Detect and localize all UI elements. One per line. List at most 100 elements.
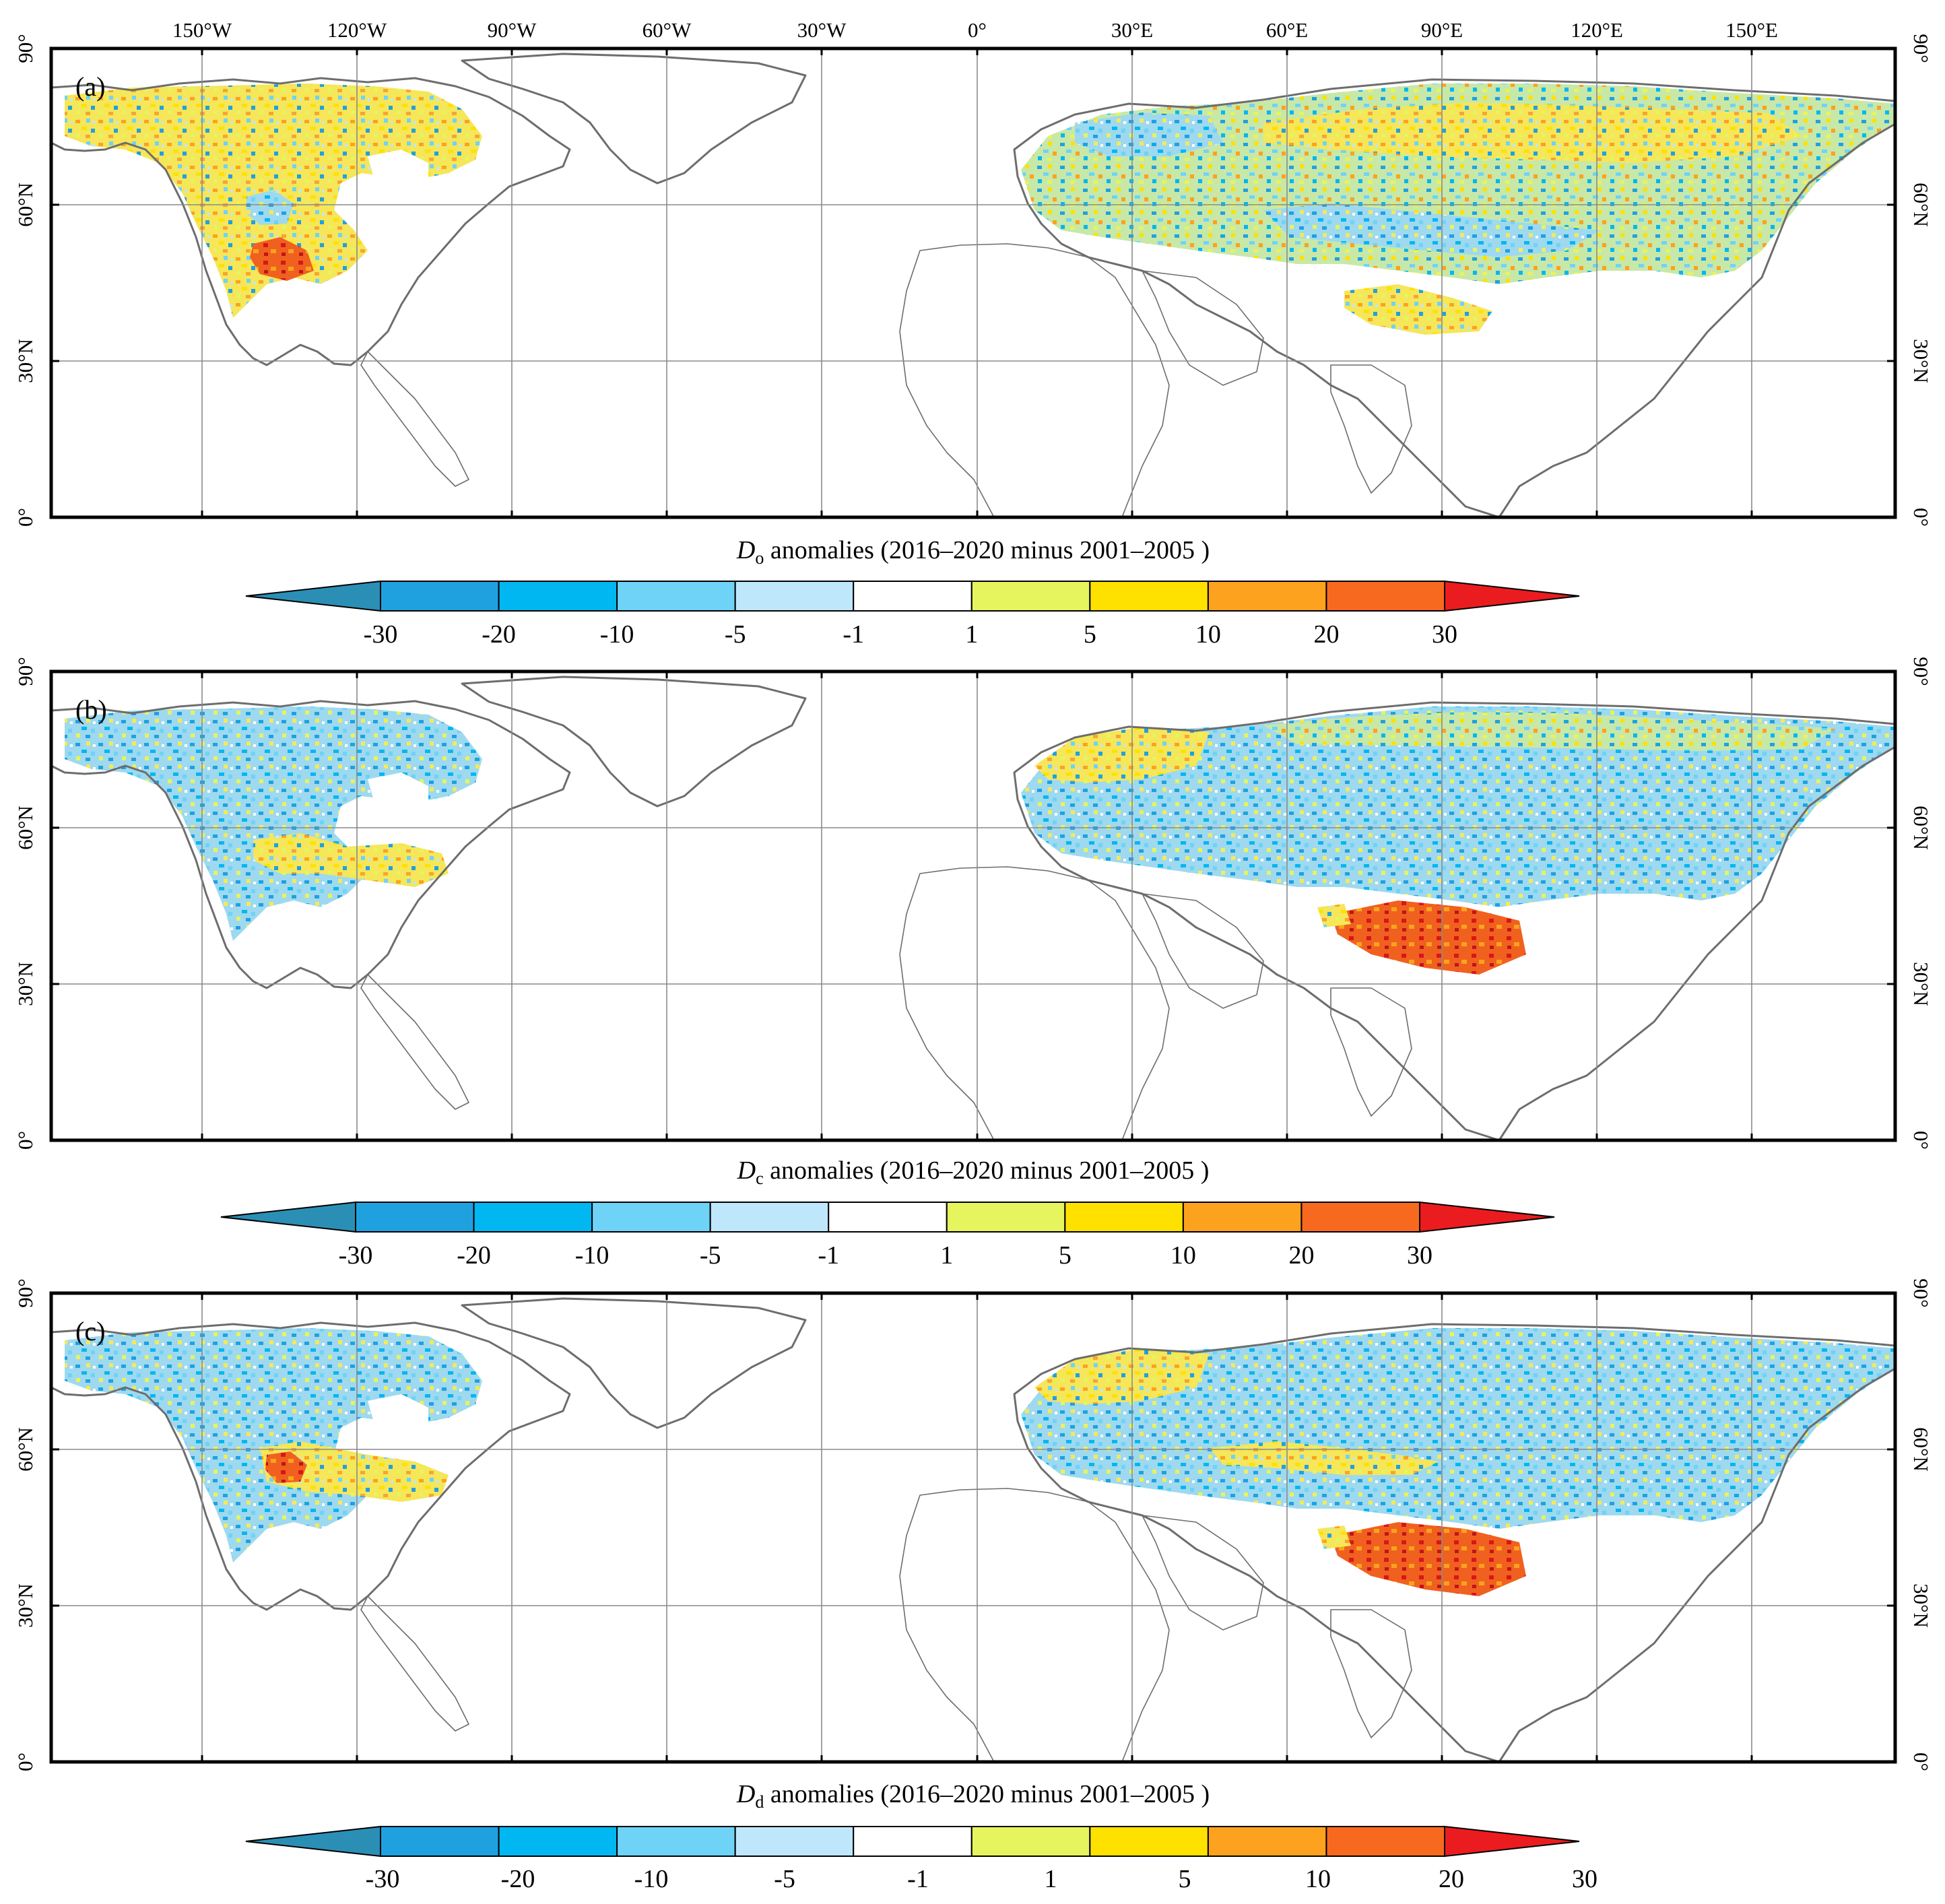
anomaly-region-5 — [1021, 1328, 1895, 1529]
lat-label-left: 0° — [13, 508, 37, 527]
colorbar-title: Do anomalies (2016–2020 minus 2001–2005 … — [736, 536, 1210, 568]
colorbar-bin — [616, 1826, 736, 1857]
colorbar-tick-label: 10 — [1171, 1241, 1196, 1270]
lat-label-left: 60°N — [13, 806, 37, 850]
anomaly-region-8 — [1331, 1522, 1526, 1596]
colorbar-bin — [498, 1826, 618, 1857]
coastline-layer — [50, 53, 1897, 519]
lon-label: 90°W — [488, 18, 537, 42]
anomaly-region-3 — [253, 833, 449, 887]
lat-label-left: 0° — [13, 1752, 37, 1771]
colorbar-bin — [355, 1202, 475, 1233]
anomaly-field — [65, 707, 1895, 975]
lon-label: 0° — [968, 18, 987, 42]
colorbar-bin — [734, 1826, 855, 1857]
colorbar-bin — [970, 1826, 1091, 1857]
colorbar-tick-label: 5 — [1179, 1865, 1191, 1893]
colorbar-2: Dc anomalies (2016–2020 minus 2001–2005 … — [220, 1156, 1555, 1270]
lat-label-right: 0° — [1909, 1752, 1933, 1771]
colorbar-title-text: anomalies (2016–2020 minus 2001–2005 ) — [764, 536, 1210, 564]
colorbar-bin — [1300, 1202, 1421, 1233]
lat-label-left: 30°N — [13, 962, 37, 1006]
colorbar-1: Do anomalies (2016–2020 minus 2001–2005 … — [245, 536, 1580, 649]
colorbar-bin — [1207, 1826, 1327, 1857]
anomaly-region-7 — [1331, 900, 1526, 975]
map-frame — [49, 669, 1897, 1142]
anomaly-region-7 — [1263, 203, 1600, 257]
colorbar-title-subscript: d — [755, 1792, 764, 1812]
colorbar-min-extend — [245, 1825, 381, 1858]
map-panel-3: 90° 90° 60°N 60°N 30°N 30°N 0° 0° (c) — [13, 1278, 1933, 1771]
colorbar-max-extend — [1444, 1825, 1580, 1858]
coastline-layer — [50, 676, 1897, 1142]
anomaly-region-3 — [260, 1441, 449, 1502]
colorbar-title-subscript: c — [756, 1169, 764, 1188]
colorbar-bin — [473, 1202, 593, 1233]
colorbar-tick-label: 30 — [1432, 620, 1457, 649]
colorbar-tick-label: -5 — [700, 1241, 721, 1270]
lon-label: 60°E — [1266, 18, 1308, 42]
colorbar-bin — [1064, 1202, 1184, 1233]
lat-label-right: 90° — [1909, 657, 1933, 686]
colorbar-tick-label: 20 — [1439, 1865, 1464, 1893]
anomaly-field — [65, 84, 1895, 335]
colorbar-bin — [1089, 581, 1209, 612]
coastline-7 — [360, 351, 469, 487]
map-panel-2: 90° 90° 60°N 60°N 30°N 30°N 0° 0° (b) — [13, 657, 1933, 1150]
coastline-1 — [50, 77, 571, 366]
colorbar-tick-label: 10 — [1195, 620, 1221, 649]
colorbar-bin — [380, 581, 500, 612]
lat-label-right: 60°N — [1909, 1427, 1933, 1472]
colorbar-tick-label: -10 — [575, 1241, 609, 1270]
colorbar-title-symbol: D — [736, 536, 755, 564]
panel-label: (c) — [75, 1316, 105, 1346]
colorbar-bin — [1182, 1202, 1303, 1233]
colorbar-min-extend — [220, 1201, 356, 1233]
colorbar-tick-label: 30 — [1407, 1241, 1432, 1270]
colorbar-tick-label: -1 — [818, 1241, 839, 1270]
graticule — [51, 48, 1895, 517]
colorbar-3: Dd anomalies (2016–2020 minus 2001–2005 … — [245, 1780, 1597, 1893]
colorbar-title: Dc anomalies (2016–2020 minus 2001–2005 … — [737, 1156, 1210, 1188]
anomaly-region-3 — [246, 190, 294, 225]
coastline-5 — [1142, 270, 1264, 386]
colorbar-bin — [591, 1202, 711, 1233]
lat-label-right: 90° — [1909, 34, 1933, 63]
coastline-3 — [1013, 78, 1897, 519]
coastline-5 — [1142, 1515, 1264, 1631]
anomaly-region-6 — [1034, 1348, 1210, 1404]
colorbar-bin — [1325, 581, 1446, 612]
colorbar-tick-label: -10 — [600, 620, 634, 649]
colorbar-tick-label: -20 — [457, 1241, 491, 1270]
colorbar-tick-label: 20 — [1288, 1241, 1314, 1270]
anomaly-region-1 — [65, 707, 482, 941]
colorbar-tick-label: 30 — [1572, 1865, 1597, 1893]
lat-label-right: 30°N — [1909, 339, 1933, 383]
lon-label: 90°E — [1421, 18, 1463, 42]
lat-label-right: 90° — [1909, 1278, 1933, 1307]
graticule — [51, 1293, 1895, 1762]
anomaly-region-9 — [1317, 1525, 1351, 1549]
anomaly-region-4 — [1021, 707, 1895, 907]
lon-label: 150°W — [172, 18, 232, 42]
anomaly-region-8 — [1263, 102, 1802, 163]
colorbar-tick-label: -30 — [366, 1865, 400, 1893]
map-panel-1: 150°W 120°W 90°W 60°W 30°W 0° 30°E 60°E 90°E 120°… — [13, 18, 1933, 527]
lat-label-left: 90° — [13, 34, 37, 63]
colorbar-tick-label: 5 — [1059, 1241, 1072, 1270]
coastline-6 — [1330, 364, 1412, 494]
colorbar-max-extend — [1444, 580, 1580, 612]
lat-label-left: 60°N — [13, 1427, 37, 1472]
anomaly-region-4 — [250, 237, 314, 281]
colorbar-title-text: anomalies (2016–2020 minus 2001–2005 ) — [764, 1156, 1210, 1185]
colorbar-min-extend — [245, 580, 381, 612]
graticule — [51, 671, 1895, 1140]
colorbar-tick-label: -5 — [725, 620, 746, 649]
colorbar-tick-label: -1 — [843, 620, 864, 649]
colorbar-bin — [616, 581, 736, 612]
lat-label-right: 30°N — [1909, 962, 1933, 1006]
colorbar-tick-label: -5 — [774, 1865, 795, 1893]
colorbar-tick-label: -30 — [339, 1241, 373, 1270]
coastline-7 — [360, 974, 469, 1110]
lon-label: 120°E — [1571, 18, 1623, 42]
